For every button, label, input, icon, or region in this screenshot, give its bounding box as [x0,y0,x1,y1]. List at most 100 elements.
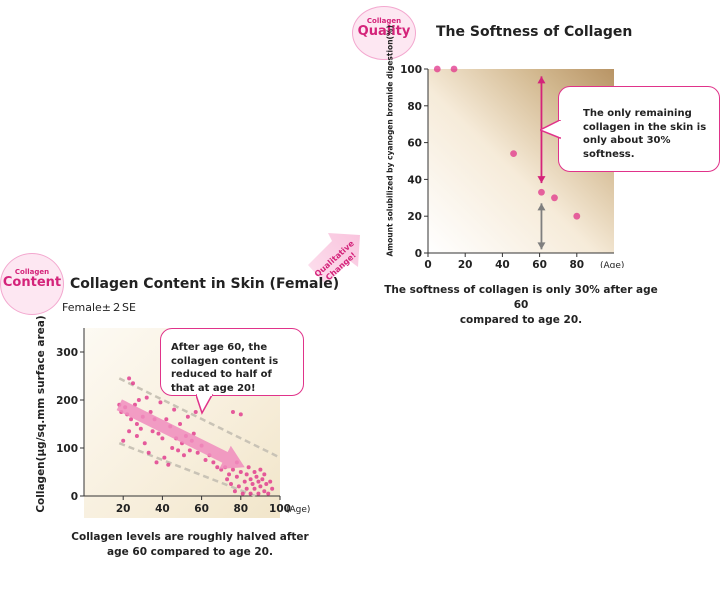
content-data-point [225,477,230,482]
content-data-point [131,381,135,386]
content-data-point [211,460,216,465]
softness-caption-line2: compared to age 20. [459,314,583,327]
content-data-point [260,477,265,482]
content-data-point [121,438,126,443]
content-data-point [134,422,139,426]
softness-data-point [510,150,517,158]
content-y-tick-label: 100 [56,443,78,455]
content-data-point [162,455,167,460]
content-data-point [262,472,267,477]
content-chart-title: Collagen Content in Skin (Female) [70,276,340,292]
quality-badge-big: Quality [357,24,411,39]
content-data-point [185,414,190,419]
content-data-point [244,472,249,477]
content-data-point [142,441,147,446]
content-data-point [227,472,232,477]
content-data-point [172,407,177,412]
content-x-tick-label: 80 [233,503,248,515]
content-data-point [158,400,163,405]
content-data-point [250,482,255,486]
content-callout: After age 60, the collagen content is re… [160,328,304,396]
content-badge: Collagen Content [0,253,64,315]
content-caption-line1: Collagen levels are roughly halved after [71,531,309,543]
softness-callout-pointer [540,120,562,140]
content-data-point [144,395,149,400]
content-data-point [240,491,245,496]
content-data-point [160,436,165,441]
softness-data-point [433,65,441,73]
content-data-point [156,431,161,436]
content-data-point [248,491,253,496]
content-trend-arrow [116,399,245,470]
softness-x-tick-label: 0 [424,259,431,268]
content-chart-subtitle: Female±２SE [62,301,136,314]
content-data-point [170,446,175,450]
softness-y-axis-label: Amount solubilized by cyanogen bromide d… [385,25,395,257]
content-data-point [258,484,263,489]
content-data-point [146,450,151,455]
content-data-point [181,453,186,458]
quality-badge: Collagen Quality [352,6,416,60]
content-data-point [234,474,239,479]
content-callout-pointer [196,393,214,415]
content-x-axis-unit: (Age) [286,505,310,515]
softness-x-tick-label: 20 [458,259,473,268]
content-data-point [248,477,253,482]
softness-pink-arrow-head-bottom [537,176,546,184]
content-data-point [236,484,241,489]
content-data-point [256,479,261,484]
content-se-lower-line [118,442,256,498]
qualitative-change-arrow: Qualitative Change! [308,233,360,285]
content-data-point [258,467,263,472]
content-y-axis-label: Collagen(μg/sq.mm surface area) [35,315,47,513]
content-data-point [191,431,196,436]
content-data-point [242,479,247,484]
quality-badge-small: Collagen [366,17,402,25]
content-data-point [268,479,273,484]
content-data-point [252,486,257,491]
softness-y-tick-label: 100 [400,64,422,76]
softness-y-tick-label: 0 [415,248,422,260]
content-data-point [178,422,183,426]
content-data-point [246,465,251,470]
softness-caption: The softness of collagen is only 30% aft… [380,283,662,329]
content-data-point [127,429,132,434]
content-data-point [164,417,169,422]
softness-data-point [551,194,558,202]
content-caption: Collagen levels are roughly halved after… [60,530,320,560]
content-data-point [266,491,271,496]
content-data-point [254,474,259,479]
softness-callout: The only remaining collagen in the skin … [558,86,720,172]
softness-pink-arrow-head-top [537,76,546,84]
content-y-tick-label: 300 [56,347,78,359]
content-data-point [238,412,243,417]
content-data-point [252,470,257,474]
softness-callout-text: The only remaining collagen in the skin … [583,108,707,160]
content-y-tick-label: 200 [56,395,78,407]
content-data-point [195,450,200,455]
content-x-tick-label: 20 [116,503,131,515]
softness-x-axis-unit: (Age) [600,261,624,268]
content-data-point [238,470,243,474]
content-data-point [187,448,192,453]
content-data-point [203,458,208,462]
content-data-point [134,434,139,438]
content-data-point [154,460,159,465]
content-data-point [193,410,198,414]
content-data-point [244,486,249,491]
content-data-point [129,417,134,422]
softness-y-tick-label: 20 [407,211,422,223]
content-data-point [166,462,171,467]
content-x-tick-label: 100 [269,503,291,515]
content-caption-line2: age 60 compared to age 20. [107,546,273,559]
softness-data-point [573,212,581,220]
content-badge-small: Collagen [14,268,50,276]
softness-y-tick-label: 40 [407,174,422,186]
content-x-tick-label: 40 [155,503,170,515]
softness-chart-title: The Softness of Collagen [436,24,633,40]
softness-y-tick-label: 60 [407,138,422,150]
content-data-point [136,398,141,402]
content-data-point [264,482,269,486]
content-data-point [230,467,235,472]
content-data-point [232,489,237,494]
